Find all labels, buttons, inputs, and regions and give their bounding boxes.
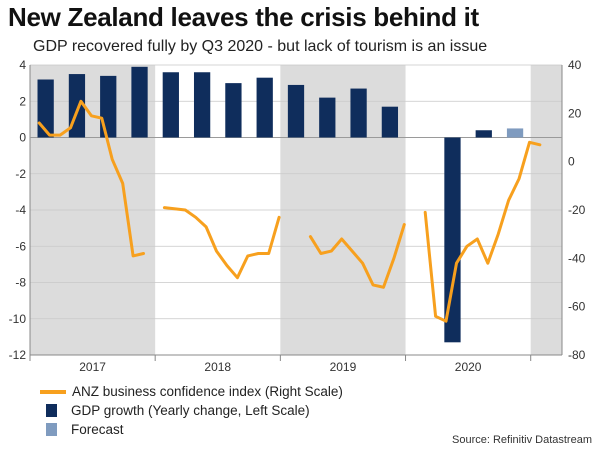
source-note: Source: Refinitiv Datastream: [452, 434, 592, 446]
legend-item-forecast: Forecast: [40, 420, 343, 439]
gdp-bar-2020Q3: [475, 130, 492, 138]
gdp-bar-2017Q4: [131, 66, 148, 138]
year-label-2019: 2019: [330, 360, 357, 374]
left-tick-label: -8: [15, 276, 26, 290]
gdp-bar-2017Q1: [37, 79, 54, 138]
gdp-bar-2018Q1: [162, 72, 179, 138]
legend-item-gdp: GDP growth (Yearly change, Left Scale): [40, 401, 343, 420]
year-label-2018: 2018: [204, 360, 231, 374]
gdp-bar-2018Q2: [193, 72, 211, 138]
gdp-bar-2019Q2: [319, 97, 336, 138]
gdp-bar-2019Q3: [350, 88, 367, 138]
right-tick-label: 40: [568, 58, 582, 72]
right-tick-label: -60: [568, 300, 586, 314]
left-tick-label: -2: [15, 167, 26, 181]
gdp-bar-2019Q1: [287, 84, 305, 138]
left-tick-label: 2: [19, 94, 26, 108]
gdp-bar-2020Q2: [444, 137, 461, 343]
left-tick-label: -10: [9, 312, 27, 326]
right-tick-label: 0: [568, 155, 575, 169]
legend-label-forecast: Forecast: [71, 422, 124, 437]
year-label-2017: 2017: [79, 360, 106, 374]
left-tick-label: 4: [19, 58, 26, 72]
confidence-line-segment-1: [162, 206, 281, 280]
forecast-bar-2020Q4: [506, 128, 524, 138]
year-label-2020: 2020: [455, 360, 482, 374]
chart-title: New Zealand leaves the crisis behind it: [8, 2, 479, 32]
legend-label-gdp: GDP growth (Yearly change, Left Scale): [71, 403, 310, 418]
legend: ANZ business confidence index (Right Sca…: [40, 382, 343, 439]
legend-item-confidence: ANZ business confidence index (Right Sca…: [40, 382, 343, 401]
left-tick-label: -4: [15, 203, 26, 217]
gdp-bar-2018Q3: [225, 83, 242, 138]
confidence-line-segment-2: [308, 223, 406, 289]
gdp-bar-2019Q4: [381, 106, 399, 138]
chart-subtitle: GDP recovered fully by Q3 2020 - but lac…: [33, 38, 488, 55]
left-tick-label: -12: [9, 348, 27, 362]
right-tick-label: -40: [568, 251, 586, 265]
legend-label-confidence: ANZ business confidence index (Right Sca…: [72, 384, 343, 399]
legend-line-swatch: [40, 389, 66, 394]
right-tick-label: 20: [568, 106, 582, 120]
right-tick-label: -80: [568, 348, 586, 362]
gdp-bar-2018Q4: [256, 77, 273, 138]
right-tick-label: -20: [568, 203, 586, 217]
left-tick-label: 0: [19, 131, 26, 145]
confidence-line-segment-3: [423, 140, 542, 323]
confidence-line-segment-0: [37, 99, 145, 258]
left-tick-label: -6: [15, 239, 26, 253]
gdp-bar-2017Q3: [100, 75, 117, 138]
legend-bar-swatch: [46, 404, 57, 417]
legend-forecast-swatch: [46, 423, 57, 436]
